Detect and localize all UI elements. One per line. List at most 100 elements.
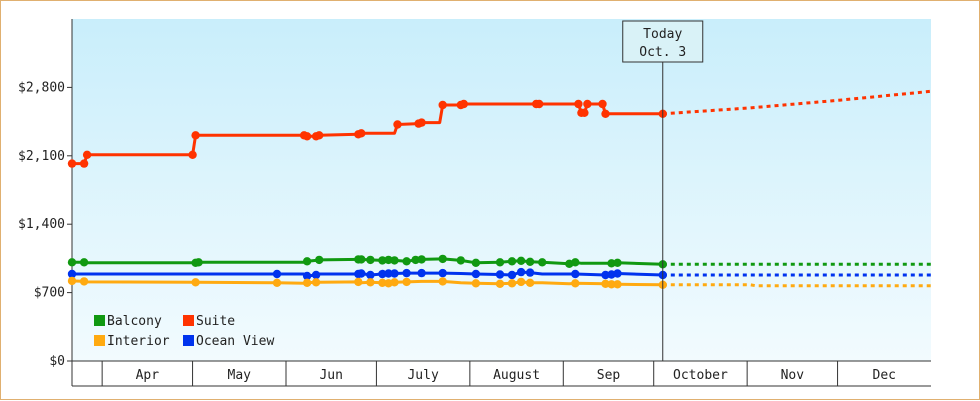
data-point: [79, 159, 89, 168]
forecast-line: [662, 283, 931, 288]
y-tick-label: $1,400: [18, 217, 65, 232]
x-tick-label: July: [407, 368, 438, 383]
legend-swatch: [94, 335, 105, 346]
data-point: [516, 277, 526, 287]
data-point: [402, 277, 411, 287]
data-point: [384, 255, 393, 265]
x-tick-label: October: [673, 368, 728, 383]
series-interior: [67, 276, 931, 289]
data-point: [613, 269, 622, 278]
data-point: [82, 150, 92, 159]
data-point: [302, 132, 312, 141]
data-point: [507, 270, 517, 280]
data-point: [471, 279, 481, 288]
today-date: Oct. 3: [639, 45, 686, 60]
data-point: [438, 277, 447, 286]
series-layer: [67, 89, 932, 289]
series-ocean-view: [67, 267, 931, 281]
forecast-line: [662, 89, 932, 116]
data-point: [357, 269, 366, 278]
data-point: [495, 279, 505, 288]
data-point: [315, 131, 324, 140]
series-suite: [67, 89, 932, 168]
today-box: [622, 20, 704, 63]
data-point: [538, 258, 547, 267]
today-marker: Today Oct. 3: [622, 20, 704, 361]
data-point: [402, 257, 411, 266]
x-tick-label: Jun: [319, 368, 342, 383]
data-point: [384, 269, 393, 278]
data-point: [315, 255, 324, 265]
data-point: [571, 258, 580, 267]
data-point: [79, 258, 89, 267]
data-point: [390, 269, 399, 278]
data-point: [525, 268, 535, 277]
data-point: [411, 255, 420, 265]
data-point: [390, 278, 399, 287]
data-point: [67, 276, 77, 286]
data-point: [598, 99, 607, 109]
today-label: Today: [643, 27, 682, 42]
data-point: [583, 99, 592, 109]
data-point: [194, 258, 203, 267]
data-point: [191, 278, 200, 287]
data-point: [378, 278, 387, 287]
data-point: [607, 259, 616, 268]
data-point: [311, 278, 321, 287]
legend-swatch: [183, 335, 194, 346]
data-point: [601, 109, 610, 119]
data-point: [67, 269, 77, 279]
data-point: [495, 270, 505, 279]
data-point: [67, 159, 77, 168]
data-point: [393, 120, 402, 129]
y-tick-label: $0: [49, 354, 65, 369]
data-point: [366, 255, 375, 265]
x-axis: Apr May Jun July August Sep October Nov Dec: [71, 360, 931, 387]
data-point: [580, 108, 589, 118]
data-point: [438, 254, 447, 264]
plot-background: [72, 19, 931, 361]
data-point: [607, 280, 616, 289]
data-point: [571, 279, 580, 288]
data-point: [79, 277, 89, 286]
legend-label: Balcony: [107, 314, 162, 329]
data-point: [272, 269, 282, 279]
x-tick-label: Apr: [136, 368, 160, 383]
data-point: [471, 258, 481, 267]
data-point: [613, 280, 622, 289]
y-tick-label: $700: [34, 286, 65, 301]
data-point: [571, 269, 580, 279]
legend: Balcony Suite Interior Ocean View: [94, 314, 274, 349]
data-point: [574, 99, 583, 109]
data-point: [613, 258, 622, 267]
data-point: [525, 278, 535, 287]
data-point: [438, 268, 447, 278]
data-point: [378, 269, 387, 279]
y-tick-label: $2,100: [18, 149, 65, 164]
data-point: [438, 100, 447, 110]
data-point: [311, 270, 321, 280]
x-tick-label: Nov: [781, 368, 805, 383]
data-point: [601, 279, 610, 288]
data-point: [516, 256, 526, 265]
data-point: [507, 257, 517, 266]
data-point: [188, 150, 197, 159]
x-tick-label: May: [228, 368, 252, 383]
data-point: [302, 271, 312, 281]
x-tick-label: Sep: [597, 368, 621, 383]
data-point: [417, 118, 426, 127]
x-tick-label: August: [493, 368, 540, 383]
data-point: [516, 267, 526, 277]
data-point: [535, 99, 544, 109]
data-point: [302, 278, 312, 287]
data-point: [459, 99, 468, 109]
data-point: [366, 278, 375, 287]
legend-label: Interior: [107, 334, 170, 349]
legend-swatch: [94, 315, 105, 326]
data-point: [272, 278, 282, 287]
data-point: [357, 255, 366, 264]
data-point: [417, 268, 426, 278]
data-point: [601, 270, 610, 280]
data-point: [507, 279, 517, 288]
x-tick-label: Dec: [873, 368, 896, 383]
